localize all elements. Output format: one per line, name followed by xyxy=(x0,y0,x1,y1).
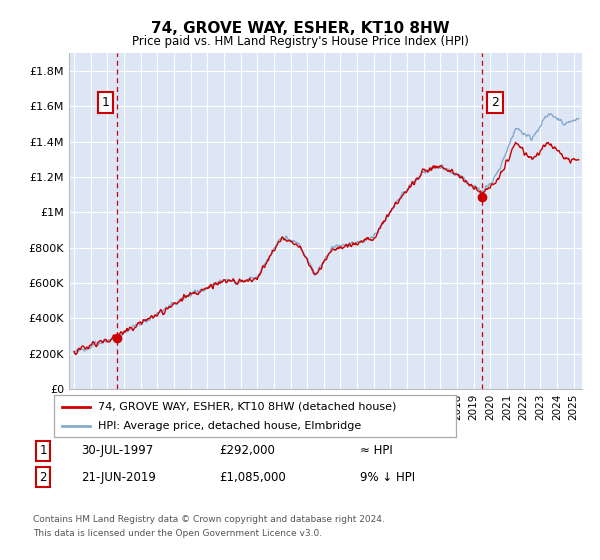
Text: £292,000: £292,000 xyxy=(219,444,275,458)
Text: 30-JUL-1997: 30-JUL-1997 xyxy=(81,444,153,458)
Text: 9% ↓ HPI: 9% ↓ HPI xyxy=(360,470,415,484)
Text: ≈ HPI: ≈ HPI xyxy=(360,444,393,458)
Text: HPI: Average price, detached house, Elmbridge: HPI: Average price, detached house, Elmb… xyxy=(98,421,361,431)
Text: Contains HM Land Registry data © Crown copyright and database right 2024.: Contains HM Land Registry data © Crown c… xyxy=(33,515,385,524)
Text: 74, GROVE WAY, ESHER, KT10 8HW: 74, GROVE WAY, ESHER, KT10 8HW xyxy=(151,21,449,36)
Text: This data is licensed under the Open Government Licence v3.0.: This data is licensed under the Open Gov… xyxy=(33,529,322,538)
Text: £1,085,000: £1,085,000 xyxy=(219,470,286,484)
Text: 2: 2 xyxy=(40,470,47,484)
Text: 1: 1 xyxy=(101,96,109,109)
Text: 1: 1 xyxy=(40,444,47,458)
Text: 74, GROVE WAY, ESHER, KT10 8HW (detached house): 74, GROVE WAY, ESHER, KT10 8HW (detached… xyxy=(98,402,397,412)
Text: 2: 2 xyxy=(491,96,499,109)
Text: Price paid vs. HM Land Registry's House Price Index (HPI): Price paid vs. HM Land Registry's House … xyxy=(131,35,469,48)
Text: 21-JUN-2019: 21-JUN-2019 xyxy=(81,470,156,484)
